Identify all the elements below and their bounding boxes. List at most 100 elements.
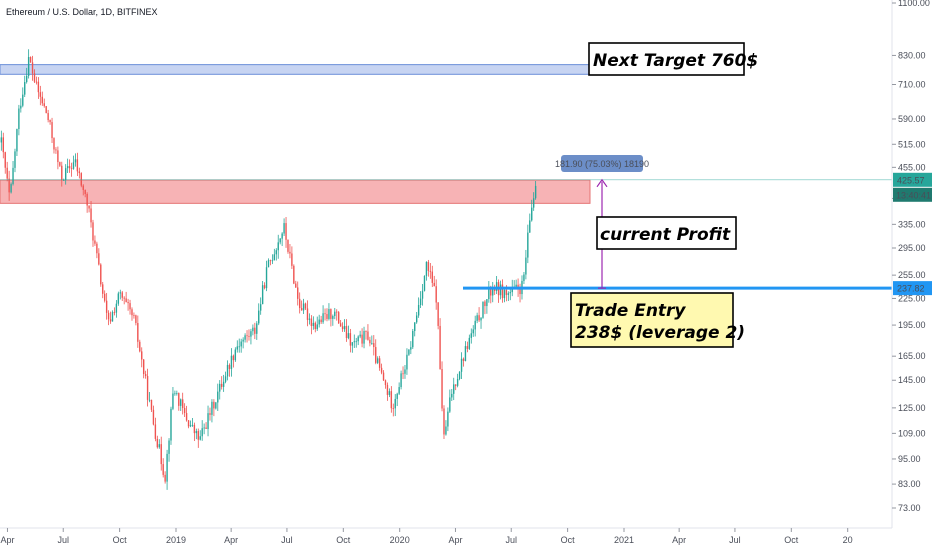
- candle: [90, 200, 92, 228]
- candle: [203, 423, 205, 435]
- candle: [503, 288, 506, 303]
- price-tick-label: 145.00: [898, 375, 926, 385]
- candle: [59, 161, 61, 167]
- candle: [10, 182, 12, 194]
- candle: [232, 354, 235, 368]
- time-tick-label: Oct: [336, 535, 351, 545]
- candle: [12, 161, 14, 186]
- candle: [27, 49, 30, 79]
- candle: [226, 360, 229, 381]
- candle: [488, 281, 490, 303]
- candle: [269, 259, 272, 266]
- candle: [168, 438, 170, 462]
- candle: [287, 239, 289, 254]
- candle: [425, 261, 428, 281]
- time-axis[interactable]: Apr Jul Oct 2019 Apr Jul Oct 2020 Apr Jul Oct 2021 A…: [0, 527, 892, 545]
- candle: [2, 132, 4, 159]
- candle: [339, 319, 342, 327]
- candle: [351, 342, 354, 353]
- next-target-text: Next Target 760$: [593, 51, 758, 71]
- candle: [107, 310, 110, 326]
- candle: [164, 471, 166, 484]
- last-price-label-bg: [893, 172, 932, 187]
- candle: [376, 356, 379, 365]
- candle: [427, 259, 430, 277]
- candle: [133, 312, 135, 319]
- candle: [297, 281, 299, 306]
- candle: [228, 363, 231, 377]
- candle: [254, 322, 256, 340]
- price-tick-label: 710.00: [898, 80, 926, 90]
- candle: [277, 234, 279, 259]
- candle: [271, 254, 274, 265]
- candle: [332, 314, 334, 326]
- candle: [523, 271, 525, 285]
- trade-entry-box[interactable]: [570, 292, 734, 348]
- candle: [447, 407, 449, 432]
- candle: [152, 405, 155, 426]
- candle: [532, 192, 535, 211]
- candle: [240, 338, 242, 353]
- candle: [47, 109, 49, 123]
- candle: [20, 98, 22, 113]
- time-tick-label: Apr: [672, 535, 686, 545]
- candle: [41, 91, 43, 106]
- candle: [43, 98, 45, 108]
- candle: [259, 297, 262, 315]
- candle: [423, 275, 426, 292]
- candle: [88, 205, 90, 213]
- candle: [86, 192, 88, 213]
- candle: [125, 291, 127, 303]
- candle: [371, 335, 373, 345]
- candle: [244, 333, 246, 343]
- candle: [115, 300, 118, 318]
- candle: [51, 117, 53, 143]
- time-tick-label: Oct: [113, 535, 128, 545]
- price-tick-label: 95.00: [898, 454, 921, 464]
- candle: [279, 237, 281, 245]
- candle: [365, 330, 367, 340]
- price-tick-label: 590.00: [898, 114, 926, 124]
- candle: [45, 105, 47, 114]
- candle: [414, 322, 416, 337]
- candle: [398, 382, 400, 396]
- candle: [162, 458, 164, 478]
- target-zone[interactable]: [0, 64, 591, 75]
- candle: [258, 303, 260, 326]
- current-profit-text: current Profit: [600, 225, 731, 245]
- candle: [363, 326, 365, 349]
- candle: [256, 321, 258, 340]
- candle: [324, 308, 326, 321]
- candle: [529, 213, 531, 233]
- last-price-label: 425.57: [897, 175, 925, 185]
- candle: [16, 128, 18, 157]
- time-tick-label: Apr: [224, 535, 238, 545]
- candle: [137, 315, 139, 348]
- candle: [404, 365, 406, 379]
- candle: [57, 146, 59, 170]
- candle: [230, 348, 233, 377]
- candle: [281, 232, 283, 247]
- candle: [76, 152, 79, 177]
- candle: [49, 119, 51, 125]
- candle: [220, 376, 223, 390]
- candle: [178, 392, 180, 411]
- candle: [193, 422, 196, 442]
- resistance-zone[interactable]: [0, 179, 591, 204]
- current-profit-box[interactable]: [596, 216, 737, 250]
- candle: [207, 405, 209, 437]
- candle: [314, 321, 316, 333]
- candle: [139, 339, 141, 353]
- next-target-box[interactable]: [588, 42, 745, 76]
- candle: [102, 281, 104, 299]
- candle: [306, 300, 309, 327]
- candle: [70, 162, 73, 177]
- entry-price-label: 237.82: [897, 284, 925, 294]
- candle: [215, 401, 217, 410]
- candle: [386, 382, 389, 401]
- candle: [478, 307, 480, 322]
- candle: [154, 417, 157, 442]
- price-axis[interactable]: 1100.00830.00710.00590.00515.00455.00385…: [891, 0, 932, 550]
- candle: [141, 347, 143, 368]
